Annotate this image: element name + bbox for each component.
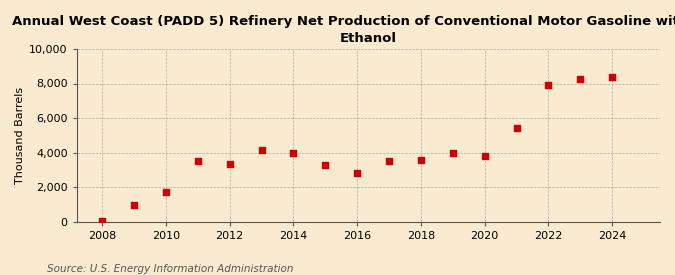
Point <box>543 83 554 87</box>
Point <box>352 171 362 175</box>
Point <box>288 151 299 156</box>
Point <box>383 159 394 163</box>
Point <box>192 159 203 163</box>
Point <box>224 162 235 166</box>
Point <box>607 75 618 80</box>
Point <box>511 125 522 130</box>
Point <box>320 163 331 167</box>
Point <box>161 190 171 194</box>
Point <box>575 77 586 81</box>
Y-axis label: Thousand Barrels: Thousand Barrels <box>15 87 25 184</box>
Point <box>97 219 107 223</box>
Point <box>129 203 140 208</box>
Point <box>448 151 458 156</box>
Point <box>256 148 267 152</box>
Point <box>416 157 427 162</box>
Text: Source: U.S. Energy Information Administration: Source: U.S. Energy Information Administ… <box>47 264 294 274</box>
Title: Annual West Coast (PADD 5) Refinery Net Production of Conventional Motor Gasolin: Annual West Coast (PADD 5) Refinery Net … <box>12 15 675 45</box>
Point <box>479 154 490 158</box>
